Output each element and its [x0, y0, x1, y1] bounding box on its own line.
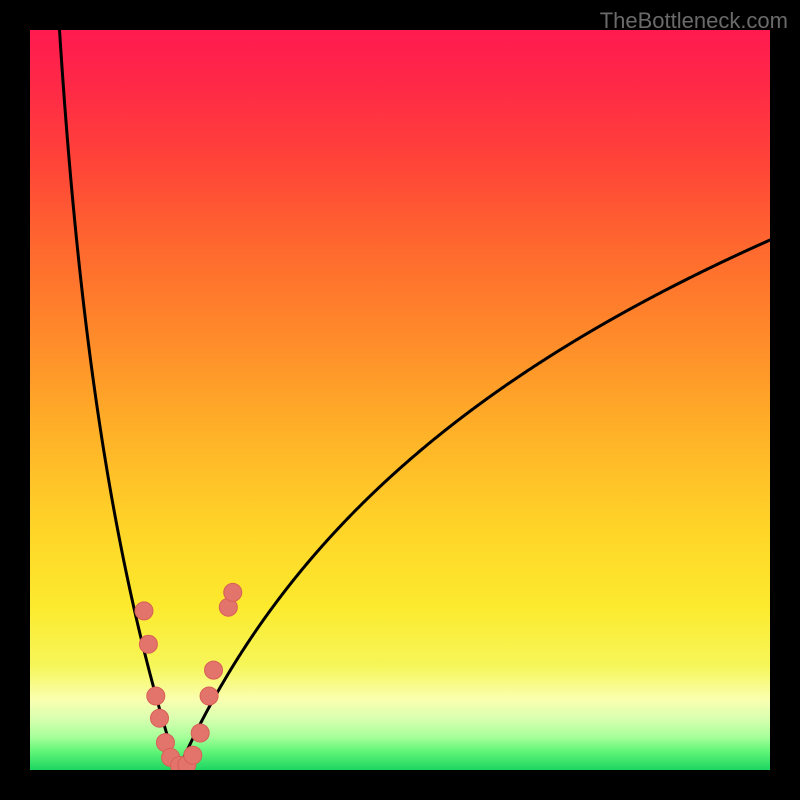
chart-container: TheBottleneck.com — [0, 0, 800, 800]
data-marker — [139, 635, 157, 653]
watermark-text: TheBottleneck.com — [600, 8, 788, 34]
data-marker — [184, 746, 202, 764]
data-marker — [147, 687, 165, 705]
data-marker — [151, 709, 169, 727]
bottleneck-curve — [30, 30, 770, 770]
data-marker — [200, 687, 218, 705]
data-marker — [135, 602, 153, 620]
plot-area — [30, 30, 770, 770]
data-marker — [191, 724, 209, 742]
curve-layer — [30, 30, 770, 770]
data-marker — [224, 583, 242, 601]
data-marker — [205, 661, 223, 679]
